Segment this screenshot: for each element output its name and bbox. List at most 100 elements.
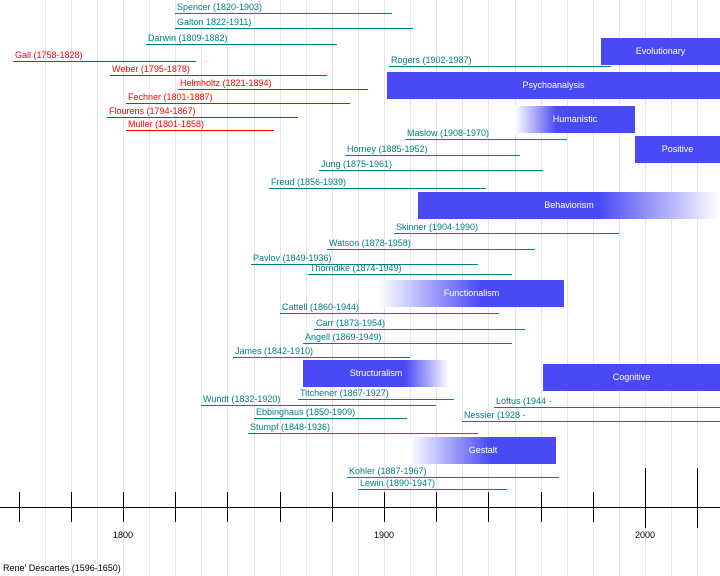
- school-label: Functionalism: [443, 288, 500, 298]
- person-jung: Jung (1875-1961): [319, 159, 543, 171]
- person-label: Titchener (1867-1927): [300, 388, 389, 398]
- person-label: Lewin (1890-1947): [360, 478, 436, 488]
- gridline: [149, 0, 150, 576]
- lifespan-bar: [308, 274, 512, 275]
- person-label: Nessier (1928 -: [464, 410, 526, 420]
- axis-tick: [593, 492, 594, 522]
- gridline: [71, 0, 72, 576]
- lifespan-bar: [269, 188, 486, 189]
- person-label: Weber (1795-1878): [112, 64, 190, 74]
- lifespan-bar: [358, 489, 507, 490]
- gridline: [697, 0, 698, 576]
- axis-label-1800: 1800: [112, 530, 134, 540]
- gridline: [227, 0, 228, 576]
- person-rogers: Rogers (1902-1987): [389, 55, 611, 67]
- person-label: Ebbinghaus (1850-1909): [256, 407, 356, 417]
- axis-tick: [280, 492, 281, 522]
- person-label: Horney (1885-1952): [347, 144, 428, 154]
- school-label: Behaviorism: [544, 200, 594, 210]
- lifespan-bar: [494, 407, 720, 408]
- person-label: Pavlov (1849-1936): [253, 253, 332, 263]
- lifespan-bar: [347, 477, 559, 478]
- person-label: Fechner (1801-1887): [128, 92, 213, 102]
- school-label: Psychoanalysis: [522, 80, 585, 90]
- person-gall: Gall (1758-1828): [13, 50, 196, 62]
- person-label: Loftus (1944 -: [496, 396, 552, 406]
- gridline: [567, 0, 568, 576]
- person-spencer: Spencer (1820-1903): [175, 2, 392, 14]
- lifespan-bar: [126, 103, 350, 104]
- gridline: [123, 0, 124, 576]
- school-structuralism: Structuralism: [303, 360, 449, 387]
- person-label: Spencer (1820-1903): [177, 2, 263, 12]
- axis-tick: [175, 492, 176, 522]
- lifespan-bar: [303, 343, 512, 344]
- person-stumpf: Stumpf (1848-1936): [248, 422, 478, 434]
- person-nessier: Nessier (1928 -: [462, 410, 720, 422]
- person-maslow: Maslow (1908-1970): [405, 128, 567, 140]
- gridline: [175, 0, 176, 576]
- school-label: Humanistic: [552, 114, 598, 124]
- school-humanistic: Humanistic: [515, 106, 635, 133]
- lifespan-bar: [389, 66, 611, 67]
- person-label: Thorndike (1874-1949): [310, 263, 402, 273]
- school-behaviorism: Behaviorism: [418, 192, 720, 219]
- lifespan-bar: [251, 264, 478, 265]
- person-pavlov: Pavlov (1849-1936): [251, 253, 478, 265]
- person-freud: Freud (1856-1939): [269, 177, 486, 189]
- lifespan-bar: [462, 421, 720, 422]
- axis-tick: [227, 492, 228, 522]
- lifespan-bar: [201, 405, 436, 406]
- person-label: Freud (1856-1939): [271, 177, 347, 187]
- person-label: Skinner (1904-1990): [396, 222, 479, 232]
- lifespan-bar: [314, 329, 525, 330]
- footnote-descartes: Rene' Descartes (1596-1650): [3, 563, 121, 573]
- axis-label-2000: 2000: [634, 530, 656, 540]
- person-loftus: Loftus (1944 -: [494, 396, 720, 408]
- axis-tick: [19, 492, 20, 522]
- person-label: James (1842-1910): [235, 346, 314, 356]
- person-kohler: Kohler (1887-1967): [347, 466, 559, 478]
- axis-tick: [697, 468, 698, 528]
- lifespan-bar: [107, 117, 298, 118]
- lifespan-bar: [175, 13, 392, 14]
- axis-tick: [123, 492, 124, 522]
- gridline: [671, 0, 672, 576]
- person-angell: Angell (1869-1949): [303, 332, 512, 344]
- person-label: Watson (1878-1958): [329, 238, 411, 248]
- person-lewin: Lewin (1890-1947): [358, 478, 507, 490]
- gridline: [201, 0, 202, 576]
- person-galton: Galton 1822-1911): [175, 17, 413, 29]
- lifespan-bar: [345, 155, 520, 156]
- person-label: Galton 1822-1911): [177, 17, 252, 27]
- gridline: [306, 0, 307, 576]
- gridline: [619, 0, 620, 576]
- gridline: [332, 0, 333, 576]
- lifespan-bar: [327, 249, 535, 250]
- lifespan-bar: [405, 139, 567, 140]
- lifespan-bar: [126, 130, 274, 131]
- school-psychoanalysis: Psychoanalysis: [387, 72, 720, 99]
- person-flourens: Flourens (1794-1867): [107, 106, 298, 118]
- school-evolutionary: Evolutionary: [601, 38, 720, 65]
- person-label: Carr (1873-1954): [316, 318, 386, 328]
- gridline: [280, 0, 281, 576]
- person-darwin: Darwin (1809-1882): [146, 33, 337, 45]
- person-muller: Muller (1801-1858): [126, 119, 274, 131]
- lifespan-bar: [248, 433, 478, 434]
- person-james: James (1842-1910): [233, 346, 410, 358]
- person-label: Kohler (1887-1967): [349, 466, 427, 476]
- axis-label-1900: 1900: [373, 530, 395, 540]
- lifespan-bar: [298, 399, 454, 400]
- school-cognitive: Cognitive: [543, 364, 720, 391]
- person-wundt: Wundt (1832-1920): [201, 394, 436, 406]
- axis-tick: [488, 492, 489, 522]
- person-label: Rogers (1902-1987): [391, 55, 472, 65]
- lifespan-bar: [175, 28, 413, 29]
- person-carr: Carr (1873-1954): [314, 318, 525, 330]
- lifespan-bar: [178, 89, 368, 90]
- person-label: Stumpf (1848-1936): [250, 422, 331, 432]
- person-skinner: Skinner (1904-1990): [394, 222, 619, 234]
- school-functionalism: Functionalism: [379, 280, 564, 307]
